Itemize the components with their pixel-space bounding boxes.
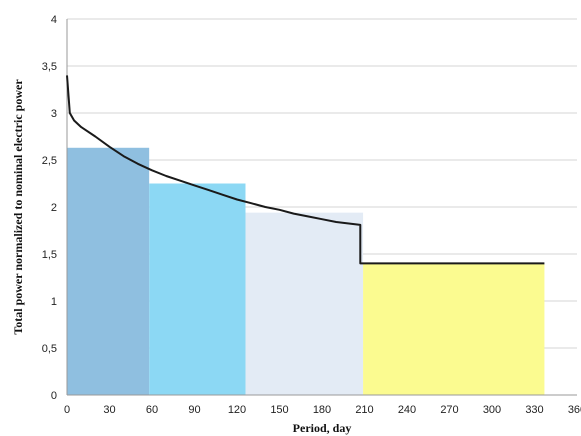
bar-4 <box>363 263 545 395</box>
x-tick-labels: 0 30 60 90 120 150 180 210 240 270 300 330 360 <box>64 404 581 416</box>
x-tick-label: 0 <box>64 404 70 416</box>
y-tick-label: 0,5 <box>42 343 57 355</box>
x-tick-label: 270 <box>440 404 458 416</box>
bar-2 <box>149 183 246 395</box>
y-tick-label: 0 <box>51 390 57 402</box>
y-tick-label: 3,5 <box>42 61 57 73</box>
y-tick-label: 2 <box>51 202 57 214</box>
x-tick-label: 210 <box>355 404 373 416</box>
x-tick-label: 180 <box>313 404 331 416</box>
y-tick-label: 4 <box>51 14 57 26</box>
y-tick-label: 3 <box>51 108 57 120</box>
bars <box>67 147 545 395</box>
x-tick-label: 30 <box>103 404 115 416</box>
bar-1 <box>67 147 150 395</box>
series-lines <box>66 75 545 265</box>
y-tick-label: 1 <box>51 296 57 308</box>
x-tick-label: 360 <box>568 404 581 416</box>
x-tick-label: 300 <box>483 404 501 416</box>
x-tick-label: 240 <box>398 404 416 416</box>
x-tick-label: 330 <box>525 404 543 416</box>
y-tick-labels: 0 0,5 1 1,5 2 2,5 3 3,5 4 <box>42 14 57 402</box>
bar-3 <box>245 212 364 395</box>
y-tick-label: 1,5 <box>42 249 57 261</box>
y-tick-label: 2,5 <box>42 155 57 167</box>
x-axis-title: Period, day <box>293 421 352 435</box>
y-axis-title: Total power normalized to nominal electr… <box>11 79 25 335</box>
x-tick-label: 60 <box>146 404 158 416</box>
series-line-1 <box>66 75 545 265</box>
x-tick-label: 90 <box>188 404 200 416</box>
x-tick-label: 120 <box>228 404 246 416</box>
x-tick-label: 150 <box>270 404 288 416</box>
